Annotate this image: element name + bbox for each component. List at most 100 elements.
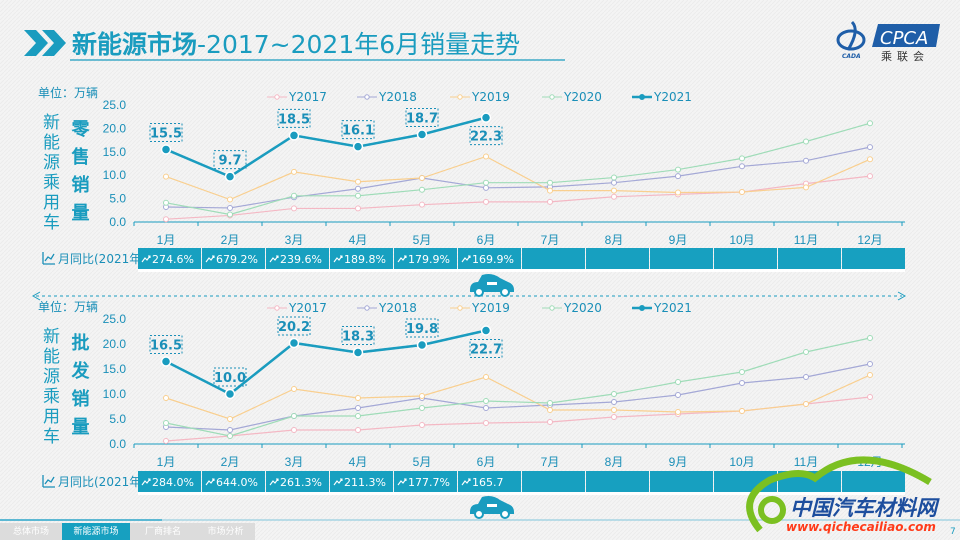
data-label: 19.8	[405, 318, 439, 338]
data-point	[483, 420, 489, 426]
yoy-cell: 261.3%	[266, 471, 329, 492]
unit-label: 单位：万辆	[38, 85, 98, 100]
chart-title: 批发销量	[69, 332, 91, 445]
svg-text:总体市场: 总体市场	[13, 525, 49, 537]
data-point	[803, 157, 809, 164]
trend-up-icon	[141, 255, 151, 263]
data-point	[483, 405, 489, 411]
data-label: 20.2	[277, 316, 311, 336]
data-point	[675, 173, 681, 180]
tab-4[interactable]: 市场分析	[196, 523, 255, 540]
svg-text:16.5: 16.5	[150, 339, 182, 354]
yoy-cell	[842, 471, 905, 492]
yoy-cell	[522, 248, 585, 269]
trend-up-icon	[333, 478, 343, 486]
legend-label: Y2021	[653, 90, 692, 104]
x-tick-label: 10月	[729, 233, 754, 247]
y-tick-label: 25.0	[103, 312, 127, 326]
data-label: 22.3	[469, 126, 503, 146]
yoy-cell	[586, 248, 649, 269]
data-point	[480, 325, 492, 336]
data-point	[739, 189, 745, 196]
yoy-row-shadow	[138, 269, 905, 272]
data-point	[480, 112, 492, 123]
data-point	[355, 413, 361, 419]
tab-1[interactable]: 总体市场	[0, 523, 62, 540]
legend-item-y2017: Y2017	[267, 90, 327, 104]
data-point	[227, 427, 233, 433]
series-y2020	[163, 120, 873, 218]
yoy-cell: 211.3%	[330, 471, 393, 492]
legend-item-y2020: Y2020	[542, 301, 602, 315]
trend-up-icon	[269, 478, 279, 486]
legend-marker	[549, 305, 555, 311]
series-y2021	[160, 325, 492, 400]
yoy-cell	[650, 248, 713, 269]
svg-text:新能源市场: 新能源市场	[73, 525, 118, 537]
svg-text:22.7: 22.7	[470, 343, 502, 358]
svg-text:169.9%: 169.9%	[472, 253, 514, 266]
svg-text:18.3: 18.3	[342, 330, 374, 345]
data-point	[291, 386, 297, 392]
data-point	[547, 179, 553, 186]
trend-up-icon	[397, 478, 407, 486]
svg-text:177.7%: 177.7%	[408, 476, 450, 489]
data-point	[227, 204, 233, 211]
tab-2[interactable]: 新能源市场	[62, 523, 130, 540]
svg-text:179.9%: 179.9%	[408, 253, 450, 266]
y-tick-label: 25.0	[103, 98, 127, 112]
yoy-cell: 679.2%	[202, 248, 265, 269]
data-point	[611, 174, 617, 181]
side-label-char: 新	[43, 113, 60, 133]
svg-text:19.8: 19.8	[406, 322, 438, 337]
svg-text:CADA: CADA	[842, 53, 861, 60]
legend-marker	[364, 94, 370, 100]
svg-text:乘联会: 乘联会	[881, 50, 929, 63]
x-tick-label: 9月	[669, 233, 688, 247]
trend-up-icon	[205, 478, 215, 486]
data-point	[224, 171, 236, 182]
data-label: 22.7	[469, 339, 503, 358]
y-tick-label: 10.0	[103, 387, 127, 401]
x-tick-label: 10月	[729, 455, 754, 469]
data-point	[291, 192, 297, 199]
side-label-char: 车	[43, 427, 60, 447]
yoy-cell: 189.8%	[330, 248, 393, 269]
yoy-cell: 644.0%	[202, 471, 265, 492]
x-tick-label: 4月	[349, 233, 368, 247]
tab-3[interactable]: 厂商排名	[130, 523, 196, 540]
legend-label: Y2021	[653, 301, 692, 315]
data-point	[291, 205, 297, 212]
svg-text:211.3%: 211.3%	[344, 476, 386, 489]
data-point	[160, 356, 172, 367]
svg-text:10.0: 10.0	[214, 371, 246, 386]
data-label: 9.7	[213, 150, 247, 170]
yoy-cell: 169.9%	[458, 248, 521, 269]
svg-text:18.5: 18.5	[278, 112, 310, 127]
trend-up-icon	[461, 478, 471, 486]
series-line	[165, 374, 871, 420]
data-point	[611, 407, 617, 413]
data-point	[352, 141, 364, 152]
svg-text:CPCA: CPCA	[880, 28, 928, 49]
data-point	[483, 398, 489, 404]
y-tick-label: 0.0	[109, 437, 126, 451]
x-tick-label: 12月	[857, 233, 882, 247]
side-label-char: 用	[43, 407, 60, 427]
data-point	[611, 193, 617, 200]
svg-text:644.0%: 644.0%	[216, 476, 258, 489]
legend-marker	[364, 305, 370, 311]
data-point	[675, 166, 681, 173]
series-line	[165, 329, 487, 396]
data-point	[547, 400, 553, 406]
corner-watermark-logo: 中国汽车材料网 www.qichecailiao.com	[746, 456, 940, 534]
car-icon	[470, 274, 514, 297]
legend-marker	[457, 94, 463, 100]
yoy-cell: 284.0%	[138, 471, 201, 492]
data-point	[803, 138, 809, 145]
trend-chart-icon	[42, 252, 55, 265]
legend-marker	[549, 94, 555, 100]
series-line	[165, 363, 871, 431]
data-point	[352, 347, 364, 358]
side-label-char: 乘	[43, 387, 60, 407]
